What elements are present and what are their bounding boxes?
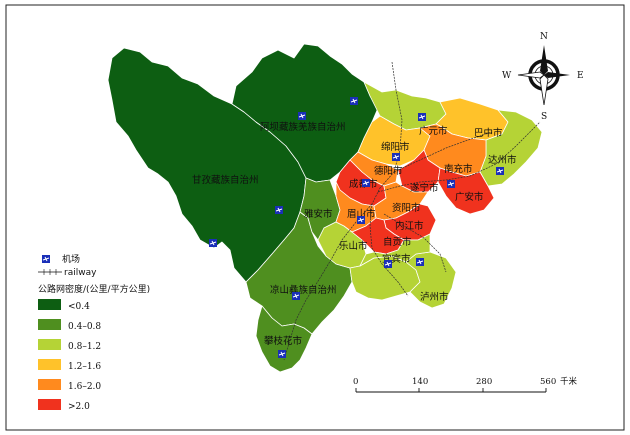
region-panzhihua <box>255 305 313 373</box>
legend-class-4: 1.2–1.6 <box>68 362 101 372</box>
airport-markers <box>209 97 504 358</box>
label-ziyang: 资阳市 <box>392 202 421 214</box>
region-leshan <box>317 221 367 269</box>
legend-swatch-3 <box>38 339 61 350</box>
compass-e: E <box>577 71 584 81</box>
label-bazhong: 巴中市 <box>474 127 503 139</box>
north-arrow-compass-icon: N S W E <box>502 32 584 122</box>
legend-density-title: 公路网密度/(公里/平方公里) <box>38 283 150 295</box>
label-neijiang: 内江市 <box>395 220 424 232</box>
legend-airport: 机场 <box>42 253 80 265</box>
label-yaan: 雅安市 <box>304 208 333 220</box>
scale-tick-140: 140 <box>412 377 428 387</box>
region-labels: 阿坝藏族羌族自治州 甘孜藏族自治州 雅安市 成都市 德阳市 绵阳市 广元市 巴中… <box>192 121 517 347</box>
airport-plane-icon <box>350 97 358 105</box>
label-guangan: 广安市 <box>455 191 484 203</box>
airport-plane-icon <box>447 180 455 188</box>
airport-plane-icon <box>275 206 283 214</box>
airport-plane-icon <box>209 239 217 247</box>
legend-swatch-2 <box>38 319 61 330</box>
region-guangan <box>437 167 495 215</box>
airport-plane-icon <box>357 216 365 224</box>
compass-n: N <box>540 32 548 42</box>
airport-plane-icon <box>278 350 286 358</box>
legend-swatch-6 <box>38 399 61 410</box>
airport-plane-icon <box>298 112 306 120</box>
map-legend: 机场 railway 公路网密度/(公里/平方公里) <0.4 0.4–0.8 … <box>38 253 150 412</box>
airport-plane-icon <box>362 179 370 187</box>
label-aba: 阿坝藏族羌族自治州 <box>260 121 346 133</box>
airport-plane-icon <box>392 153 400 161</box>
legend-class-1: <0.4 <box>68 302 90 312</box>
scale-tick-560: 560 <box>540 377 556 387</box>
scale-tick-280: 280 <box>476 377 492 387</box>
compass-s: S <box>541 112 547 122</box>
label-dazhou: 达州市 <box>488 154 517 166</box>
legend-airport-label: 机场 <box>62 253 80 265</box>
airport-plane-icon <box>496 167 504 175</box>
legend-swatch-5 <box>38 379 61 390</box>
scale-bar: 0 140 280 560 千米 <box>353 376 578 393</box>
airport-plane-icon <box>384 260 392 268</box>
label-suining: 遂宁市 <box>410 182 439 194</box>
airport-plane-icon <box>418 113 426 121</box>
label-leshan: 乐山市 <box>339 240 368 252</box>
legend-class-3: 0.8–1.2 <box>68 342 101 352</box>
label-meishan: 眉山市 <box>347 208 376 220</box>
airport-plane-icon <box>42 255 50 263</box>
legend-railway: railway <box>38 268 97 278</box>
scale-tick-0: 0 <box>353 377 358 387</box>
label-mianyang: 绵阳市 <box>381 141 410 153</box>
legend-railway-label: railway <box>64 268 97 278</box>
label-zigong: 自贡市 <box>383 236 412 248</box>
legend-class-2: 0.4–0.8 <box>68 322 101 332</box>
airport-plane-icon <box>292 292 300 300</box>
label-guangyuan: 广元市 <box>419 125 448 137</box>
legend-swatch-1 <box>38 299 61 310</box>
label-liangshan: 凉山彝族自治州 <box>270 284 337 296</box>
label-deyang: 德阳市 <box>374 165 403 177</box>
legend-class-6: >2.0 <box>68 402 90 412</box>
region-dazhou <box>479 109 543 187</box>
label-ganzi: 甘孜藏族自治州 <box>192 174 259 186</box>
label-nanchong: 南充市 <box>444 163 473 175</box>
scale-unit: 千米 <box>560 376 578 387</box>
label-panzhihua: 攀枝花市 <box>264 335 303 347</box>
legend-swatch-4 <box>38 359 61 370</box>
airport-plane-icon <box>416 258 424 266</box>
label-luzhou: 泸州市 <box>420 291 449 303</box>
compass-w: W <box>502 71 512 81</box>
legend-class-5: 1.6–2.0 <box>68 382 101 392</box>
region-yibin-north <box>359 233 431 267</box>
